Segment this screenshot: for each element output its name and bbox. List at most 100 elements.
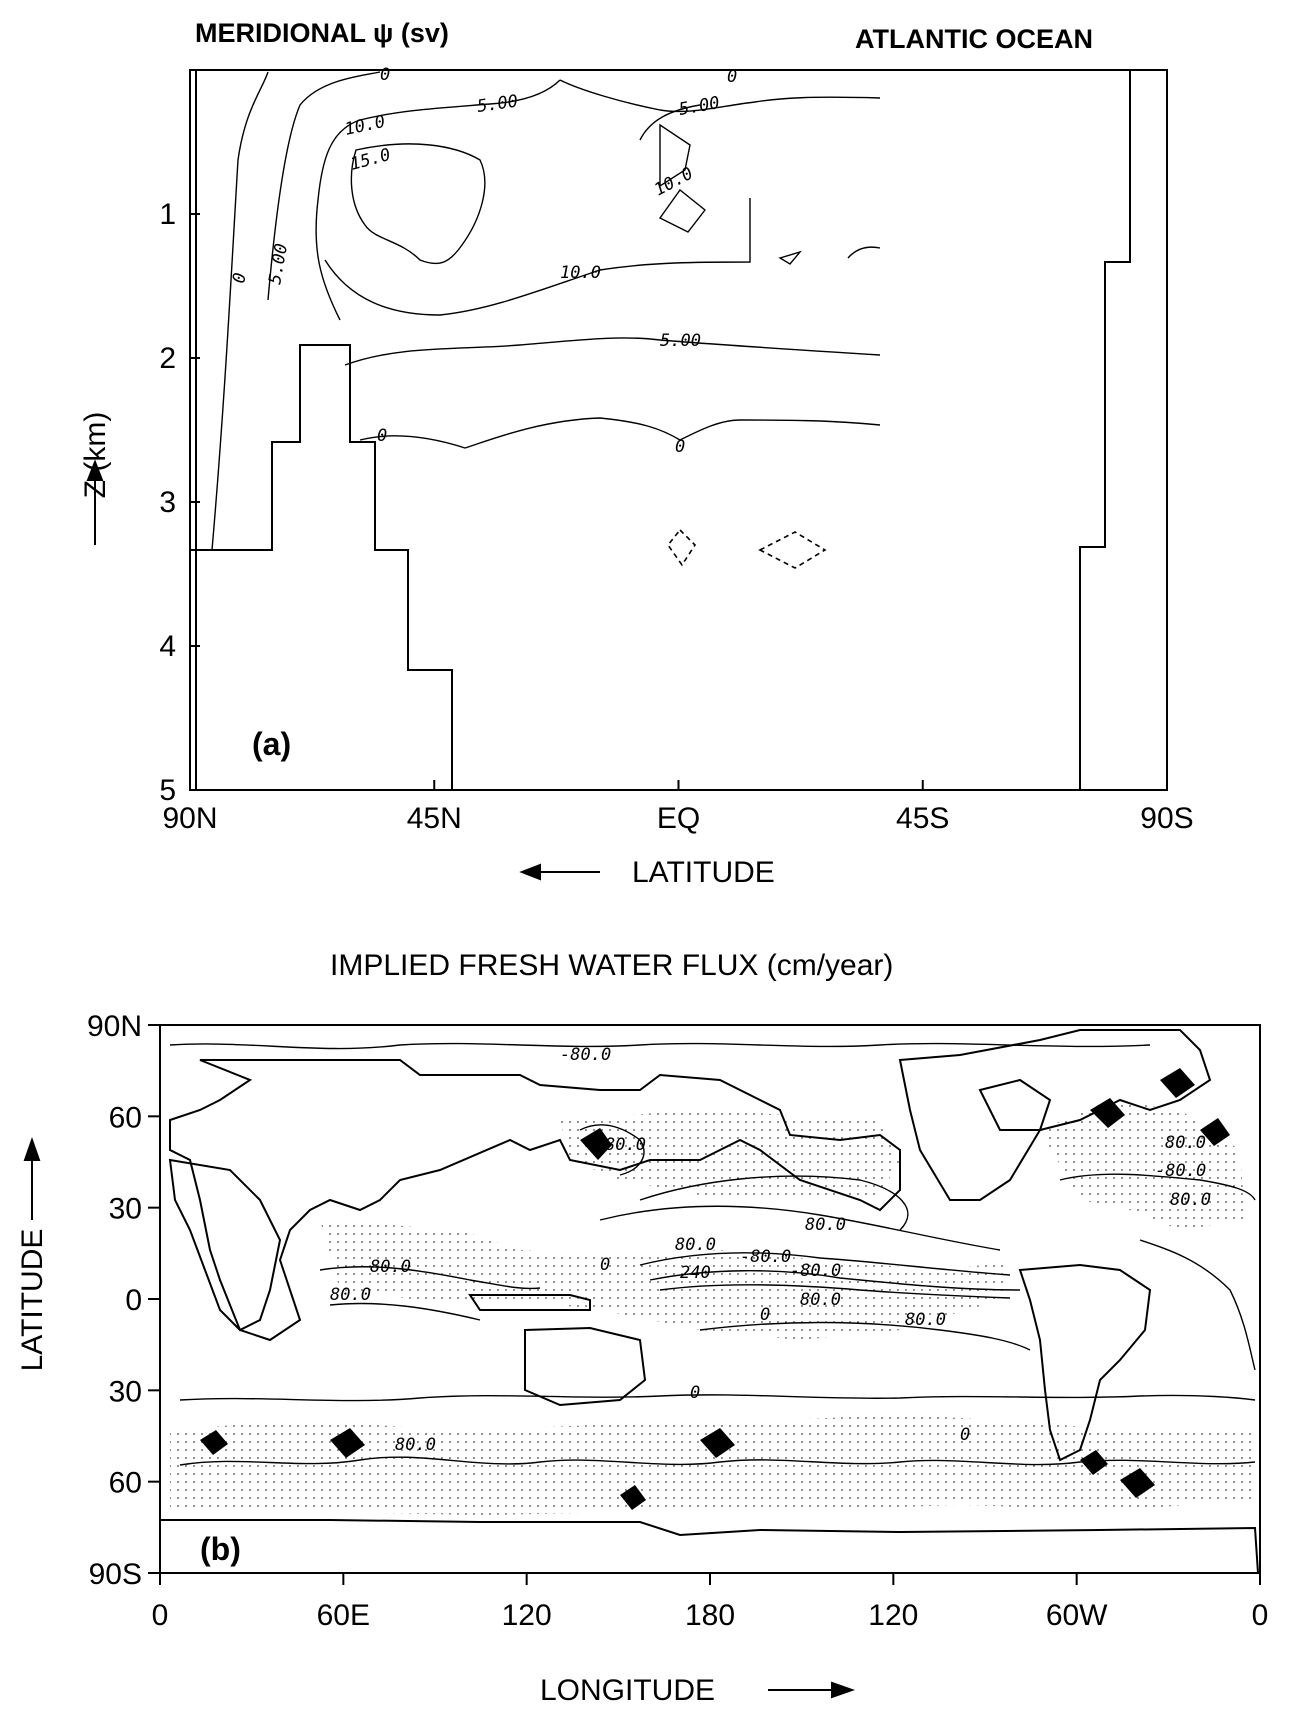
flux-contour-80-pacific — [639, 1175, 909, 1231]
contour-label-a-11: 0 — [380, 65, 390, 85]
panel-a-y-tick-label: 5 — [159, 774, 176, 807]
panel-a-topography-south — [1079, 70, 1131, 790]
panel-b-y-ticks: 90N 60 30 0 30 60 90S — [87, 1010, 160, 1591]
contour-label-b-14: 80.0 — [395, 1435, 436, 1455]
flux-contour-south-80 — [179, 1456, 1256, 1466]
panel-b-y-tick-label: 30 — [109, 1193, 142, 1226]
panel-b-x-tick-label: 180 — [685, 1599, 735, 1632]
contour-line-0-north — [211, 71, 269, 551]
panel-a-x-tick-label: 90S — [1140, 802, 1193, 835]
panel-a-y-ticks: 1 2 3 4 5 — [159, 198, 200, 807]
stipple-region-itcz — [320, 1220, 1010, 1340]
contour-line-eq-tip — [639, 104, 701, 141]
panel-a-subtitle: ATLANTIC OCEAN — [855, 24, 1093, 54]
panel-b-ylabel: LATITUDE — [16, 1229, 49, 1372]
contour-line-5-mid — [344, 337, 881, 366]
panel-b-stipple-regions — [170, 1100, 1255, 1515]
dense-feature-5 — [1120, 1468, 1155, 1498]
contour-label-a-1: 5.00 — [476, 91, 519, 117]
panel-b-y-tick-label: 60 — [109, 1101, 142, 1134]
panel-b-y-tick-label: 60 — [109, 1467, 142, 1500]
contour-label-b-17: 0 — [960, 1425, 970, 1445]
flux-contour-0-pacific — [599, 1205, 1001, 1251]
contour-label-b-9: -80.0 — [740, 1247, 791, 1267]
continent-australia — [524, 1326, 647, 1407]
flux-contour-indian — [319, 1266, 541, 1290]
dense-feature-1 — [1090, 1098, 1125, 1128]
contour-label-b-16: 0 — [760, 1305, 770, 1325]
continent-eurasia — [169, 1059, 901, 1342]
contour-label-b-15: 0 — [600, 1255, 610, 1275]
contour-label-b-13: 80.0 — [1165, 1133, 1206, 1153]
continent-south-america — [1018, 1263, 1152, 1462]
contour-line-5-north — [267, 71, 381, 301]
contour-line-east-hook — [847, 246, 881, 259]
panel-a: MERIDIONAL ψ (sv) ATLANTIC OCEAN 10.0 — [79, 18, 1194, 889]
panel-a-label: (a) — [252, 726, 291, 762]
contour-line-0-deep — [359, 417, 881, 449]
contour-label-b-1: 80.0 — [330, 1285, 371, 1305]
flux-contour-indian-b — [329, 1302, 481, 1321]
contour-label-b-6: 80.0 — [805, 1215, 846, 1235]
panel-b-y-tick-label: 90N — [87, 1010, 142, 1043]
dense-feature-6 — [200, 1430, 228, 1455]
contour-label-a-6: 0 — [377, 426, 387, 446]
contour-label-b-18: 0 — [690, 1383, 700, 1403]
panel-b-ylabel-arrow — [23, 1136, 41, 1220]
stipple-region-north-pacific — [560, 1110, 900, 1200]
dense-feature-2 — [1160, 1068, 1195, 1098]
contour-line-diamond-a — [658, 188, 706, 233]
panel-a-x-tick-label: EQ — [657, 802, 700, 835]
contour-label-a-0: 10.0 — [343, 112, 387, 140]
panel-b-y-axis-label: LATITUDE — [16, 1229, 49, 1372]
dense-feature-0 — [580, 1128, 612, 1160]
flux-contour-kuroshio — [579, 1124, 645, 1176]
contour-label-a-8: 10.0 — [560, 263, 601, 283]
panel-a-ylabel-arrow — [86, 459, 104, 545]
panel-b-y-tick-label: 90S — [89, 1558, 142, 1591]
contour-label-a-4: 10.0 — [651, 164, 697, 201]
panel-a-y-tick-label: 4 — [159, 630, 176, 663]
flux-contour-south-pacific — [699, 1321, 1031, 1351]
panel-a-y-tick-label: 1 — [159, 198, 176, 231]
continent-north-america — [898, 1029, 1212, 1201]
flux-contour-0-north — [169, 1042, 1151, 1050]
continent-antarctica — [159, 1519, 1260, 1574]
panel-b-x-tick-label: 0 — [152, 1599, 169, 1632]
dense-feature-9 — [1080, 1450, 1108, 1475]
contour-label-b-3: -80.0 — [560, 1045, 611, 1065]
contour-label-a-12: 0 — [727, 67, 737, 87]
contour-label-b-5: 80.0 — [1170, 1190, 1211, 1210]
contour-label-b-8: 80.0 — [905, 1310, 946, 1330]
panel-b-continents — [159, 1029, 1260, 1574]
contour-label-a-7: 5.00 — [265, 242, 292, 286]
panel-b-contours — [169, 1042, 1256, 1466]
continent-africa — [168, 1158, 282, 1332]
panel-b-x-tick-label: 120 — [868, 1599, 918, 1632]
panel-a-x-tick-label: 90N — [162, 802, 217, 835]
dense-feature-8 — [620, 1485, 646, 1510]
stipple-region-south — [170, 1415, 1255, 1515]
continent-greenland — [978, 1078, 1052, 1131]
panel-b-x-tick-label: 60W — [1046, 1599, 1108, 1632]
panel-b: IMPLIED FRESH WATER FLUX (cm/year) — [16, 949, 1268, 1707]
contour-line-15 — [350, 143, 486, 265]
contour-line-10-outer — [315, 79, 561, 321]
dense-feature-4 — [700, 1428, 735, 1458]
dense-feature-7 — [1200, 1118, 1230, 1146]
panel-b-dense-features — [200, 1068, 1230, 1510]
panel-a-title: MERIDIONAL ψ (sv) — [195, 18, 449, 48]
contour-line-10-east — [659, 123, 691, 188]
contour-line-5-upper — [559, 79, 881, 113]
panel-a-xlabel-arrow — [519, 863, 600, 881]
dense-feature-3 — [330, 1428, 365, 1458]
panel-b-x-tick-label: 60E — [317, 1599, 370, 1632]
panel-a-y-tick-label: 2 — [159, 342, 176, 375]
panel-b-y-tick-label: 0 — [125, 1284, 142, 1317]
flux-contour-atlantic-b — [1139, 1239, 1256, 1371]
flux-contour-itcz-b — [649, 1270, 1021, 1291]
panel-b-xlabel: LONGITUDE — [540, 1674, 715, 1707]
panel-b-title: IMPLIED FRESH WATER FLUX (cm/year) — [330, 949, 893, 982]
panel-a-topography-north — [190, 344, 453, 790]
panel-b-x-ticks: 0 60E 120 180 120 60W 0 — [152, 1573, 1268, 1632]
